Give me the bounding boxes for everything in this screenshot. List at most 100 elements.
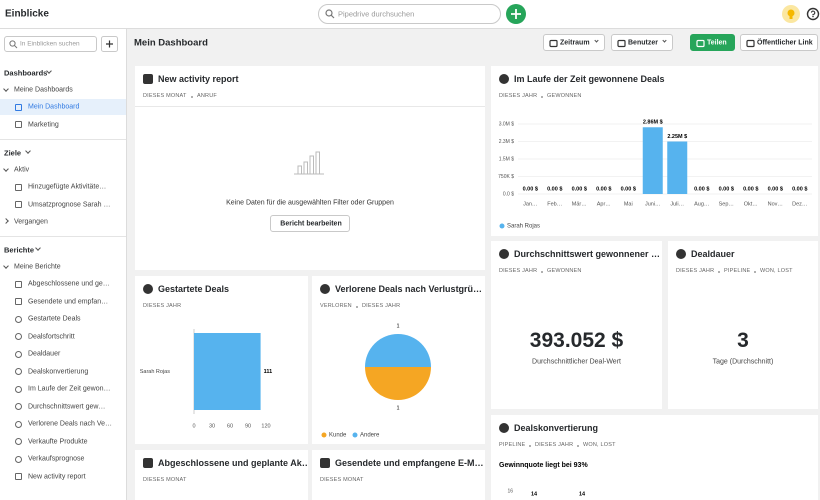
widget-title[interactable]: Dealdauer: [691, 249, 735, 259]
icon-bar: [315, 151, 320, 175]
sidebar-item[interactable]: Im Laufe der Zeit gewon…: [28, 385, 111, 393]
sidebar-item[interactable]: Verkaufte Produkte: [28, 438, 88, 445]
toolbar-button[interactable]: Zeitraum: [543, 34, 605, 51]
value-label: 111: [264, 369, 273, 375]
sidebar-item[interactable]: Dealdauer: [28, 350, 61, 358]
legend-label: Kunde: [329, 433, 347, 439]
add-button[interactable]: [505, 3, 527, 25]
widget-card: Durchschnittswert gewonnener … DIESES JAH…: [491, 241, 662, 409]
sidebar-item[interactable]: Durchschnittswert gew…: [28, 403, 106, 410]
sidebar-item[interactable]: Abgeschlossene und ge…: [28, 280, 110, 288]
group-title[interactable]: Vergangen: [14, 218, 48, 226]
y-tick-label: 3.0M $: [499, 121, 515, 127]
dashboard-title: Mein Dashboard: [134, 37, 208, 49]
sidebar-item[interactable]: Marketing: [28, 121, 59, 128]
button-icon: [617, 39, 626, 47]
dropdown-caret: [662, 38, 667, 43]
item-icon: [15, 368, 22, 375]
sidebar-search[interactable]: In Einblicken suchen: [4, 36, 97, 52]
icon-shape: [617, 39, 626, 47]
widget-title[interactable]: Gestartete Deals: [158, 284, 230, 294]
sidebar-item[interactable]: Gestartete Deals: [28, 315, 81, 323]
item-icon: [15, 103, 22, 111]
toolbar-button[interactable]: Benutzer: [611, 34, 673, 51]
widget-title[interactable]: Im Laufe der Zeit gewonnene Deals: [514, 74, 665, 84]
global-search[interactable]: Pipedrive durchsuchen: [318, 4, 501, 24]
widget-tag: DIESES MONAT: [320, 477, 364, 483]
widget-icon: [143, 284, 153, 294]
group-title[interactable]: Meine Dashboards: [14, 86, 73, 94]
help-button[interactable]: [806, 6, 820, 22]
pie-slice: [365, 334, 431, 367]
widget-card: Dealskonvertierung PIPELINE DIESES JAHR WON…: [491, 415, 818, 500]
group-title[interactable]: Aktiv: [14, 166, 30, 174]
icon-bar: [297, 165, 302, 175]
widget-card: Abgeschlossene und geplante Ak… DIESES MO…: [135, 450, 308, 500]
chart: 0.0 $ 750K $ 1.5M $ 2.3M $ 3.0M $ 0.00 $ 0.00 …: [498, 120, 812, 230]
divider: [135, 106, 485, 107]
chart: 0 30 60 90 120 111 Sarah Rojas: [140, 329, 273, 429]
tag-separator: [718, 270, 720, 273]
widget-title[interactable]: Dealskonvertierung: [514, 423, 599, 433]
widget-tag: DIESES JAHR: [362, 303, 401, 309]
widget-title[interactable]: Durchschnittswert gewonnener …: [514, 249, 661, 259]
add-report-button[interactable]: [101, 36, 118, 52]
item-icon: [15, 183, 22, 191]
widget-title[interactable]: Verlorene Deals nach Verlustgrü…: [335, 284, 483, 294]
item-icon: [15, 333, 22, 340]
item-icon: [15, 385, 22, 393]
x-tick-label: Sep…: [719, 201, 734, 207]
widget-tag: GEWONNEN: [547, 268, 582, 274]
sidebar-item[interactable]: Verkaufsprognose: [28, 455, 85, 463]
section-title[interactable]: Ziele: [4, 148, 22, 158]
tips-button[interactable]: [781, 4, 801, 24]
tag-separator: [754, 270, 756, 273]
legend-swatch: [499, 223, 505, 229]
widget-tag: DIESES MONAT: [143, 93, 187, 99]
widget-title[interactable]: Abgeschlossene und geplante Ak…: [158, 458, 308, 468]
pie-slice: [365, 367, 431, 400]
item-icon: [15, 121, 22, 128]
y-tick-label: 2.3M $: [499, 139, 515, 145]
kpi-caption: Tage (Durchschnitt): [712, 358, 774, 366]
button-label: Bericht bearbeiten: [280, 220, 342, 227]
widget-card: New activity report DIESES MONAT ANRUF Kein…: [135, 66, 485, 270]
dropdown-caret: [594, 38, 599, 43]
sidebar-item[interactable]: Dealsfortschritt: [28, 333, 75, 340]
x-tick-label: Juli…: [670, 201, 684, 207]
widget-tag: WON, LOST: [760, 268, 793, 274]
sidebar-item[interactable]: Umsatzprognose Sarah …: [28, 201, 111, 208]
x-tick-label: Mär…: [572, 201, 587, 207]
sidebar-item[interactable]: Dealskonvertierung: [28, 368, 89, 375]
sidebar-item[interactable]: Verlorene Deals nach Ve…: [28, 420, 113, 428]
value-label: 0.00 $: [596, 186, 611, 192]
button-label: Zeitraum: [560, 39, 590, 46]
widget-tag: DIESES JAHR: [143, 303, 182, 309]
icon-shape: [549, 39, 558, 47]
sidebar-item[interactable]: Mein Dashboard: [28, 103, 80, 111]
sidebar-item[interactable]: New activity report: [28, 473, 86, 480]
legend-swatch: [321, 432, 327, 438]
value-label: 14: [531, 491, 538, 497]
widget-title[interactable]: New activity report: [158, 74, 239, 84]
section-title[interactable]: Berichte: [4, 245, 35, 255]
tag-separator: [541, 95, 543, 98]
chart-subtitle: Gewinnquote liegt bei 93%: [499, 462, 588, 469]
toolbar-button[interactable]: Teilen: [690, 34, 735, 51]
sidebar-item[interactable]: Gesendete und empfan…: [28, 298, 109, 305]
value-label: 0.00 $: [621, 186, 636, 192]
sidebar-item[interactable]: Hinzugefügte Aktivitäte…: [28, 183, 107, 191]
item-icon: [15, 438, 22, 445]
section-title[interactable]: Dashboards: [4, 68, 48, 78]
widget-card: Verlorene Deals nach Verlustgrü… VERLOREN…: [312, 276, 485, 444]
widget-icon: [499, 423, 509, 433]
edit-report-button[interactable]: Bericht bearbeiten: [270, 215, 350, 232]
tag-separator: [541, 270, 543, 273]
group-title[interactable]: Meine Berichte: [14, 263, 61, 271]
widget-title[interactable]: Gesendete und empfangene E-M…: [335, 458, 484, 468]
toolbar-button[interactable]: Öffentlicher Link: [740, 34, 818, 51]
x-tick-label: Dez…: [792, 201, 807, 207]
widget-tag: DIESES JAHR: [535, 442, 574, 448]
widget-icon: [676, 249, 686, 259]
